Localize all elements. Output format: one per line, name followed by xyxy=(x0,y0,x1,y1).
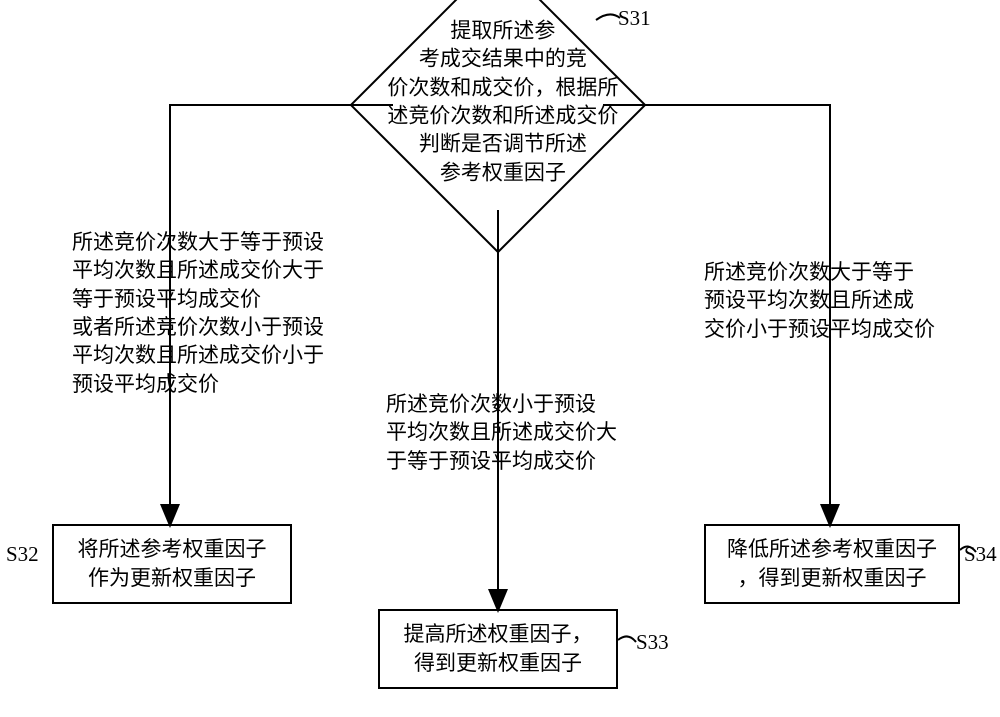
decision-text: 提取所述参考成交结果中的竞价次数和成交价，根据所述竞价次数和所述成交价判断是否调… xyxy=(363,16,643,186)
step-label-s31: S31 xyxy=(618,6,651,31)
decision-node: 提取所述参考成交结果中的竞价次数和成交价，根据所述竞价次数和所述成交价判断是否调… xyxy=(350,0,647,253)
step-label-s34: S34 xyxy=(964,542,997,567)
node-s32: 将所述参考权重因子作为更新权重因子 xyxy=(52,524,292,604)
node-s34-text: 降低所述参考权重因子，得到更新权重因子 xyxy=(727,535,937,594)
node-s33: 提高所述权重因子，得到更新权重因子 xyxy=(378,609,618,689)
connector-s33 xyxy=(618,636,636,642)
node-s34: 降低所述参考权重因子，得到更新权重因子 xyxy=(704,524,960,604)
node-s32-text: 将所述参考权重因子作为更新权重因子 xyxy=(78,535,267,594)
step-label-s33: S33 xyxy=(636,630,669,655)
edge-label-right: 所述竞价次数大于等于预设平均次数且所述成交价小于预设平均成交价 xyxy=(704,258,974,343)
edge-label-left: 所述竞价次数大于等于预设平均次数且所述成交价大于等于预设平均成交价或者所述竞价次… xyxy=(72,228,372,398)
edge-label-middle: 所述竞价次数小于预设平均次数且所述成交价大于等于预设平均成交价 xyxy=(386,390,646,475)
step-label-s32: S32 xyxy=(6,542,39,567)
node-s33-text: 提高所述权重因子，得到更新权重因子 xyxy=(404,620,593,679)
